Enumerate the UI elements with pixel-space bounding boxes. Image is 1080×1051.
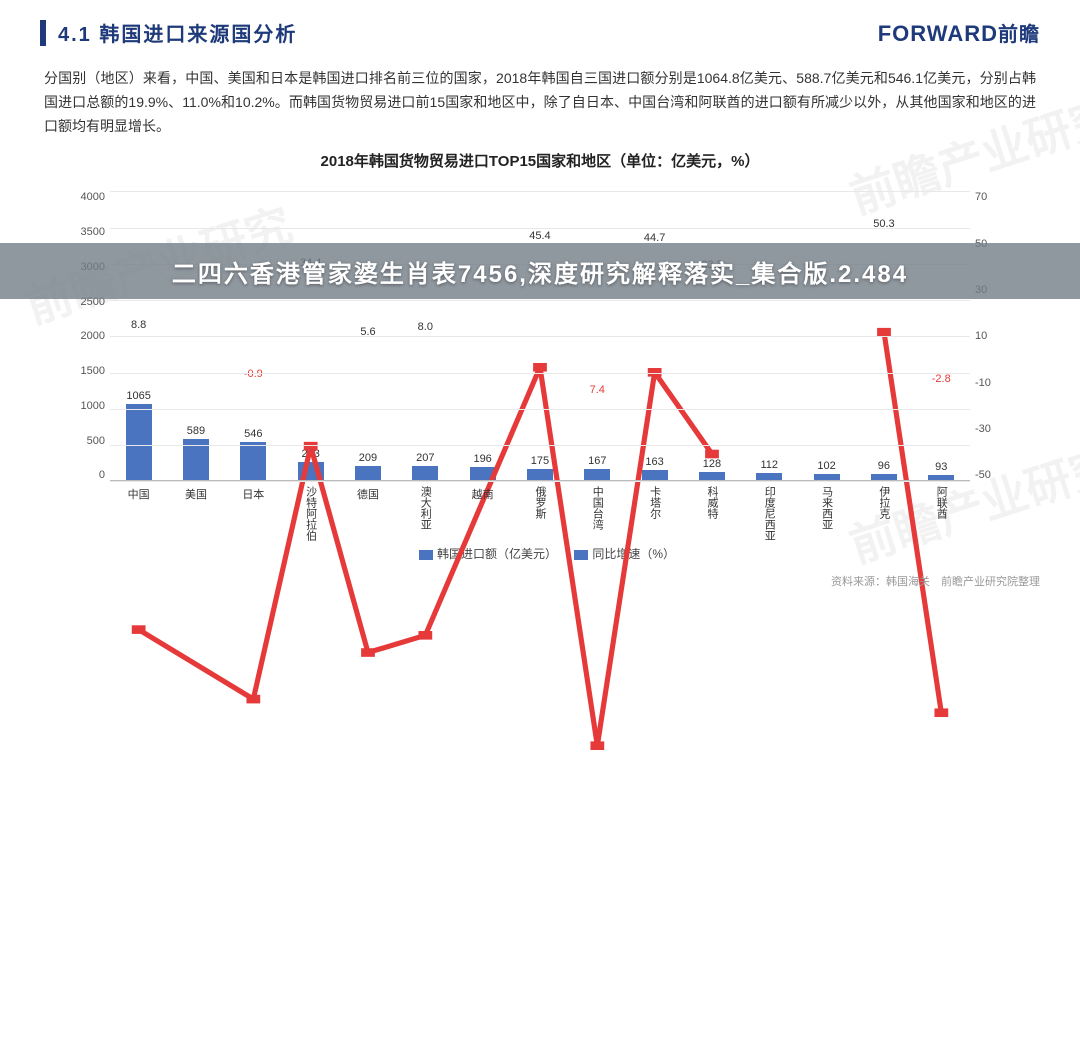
y-right-tick: -50: [975, 469, 991, 481]
bar-value-label: 589: [187, 425, 205, 437]
x-tick-label: 沙特阿拉伯: [282, 486, 339, 541]
bar-value-label: 96: [878, 460, 890, 472]
x-tick-label: 澳大利亚: [397, 486, 454, 541]
section-title-block: 4.1 韩国进口来源国分析: [40, 18, 297, 47]
y-left-tick: 3500: [81, 226, 105, 238]
y-right-tick: -10: [975, 377, 991, 389]
section-title-text: 韩国进口来源国分析: [99, 24, 297, 46]
bar-value-label: 1065: [126, 390, 150, 402]
plot-area: 10658.8589546-0.926334.42095.62078.01961…: [110, 191, 970, 481]
line-value-label: 7.4: [590, 384, 605, 396]
y-left-tick: 2000: [81, 330, 105, 342]
bar: [126, 404, 152, 481]
line-value-label: 45.4: [529, 230, 550, 242]
bar-value-label: 546: [244, 428, 262, 440]
header: 4.1 韩国进口来源国分析 FORWARD前瞻: [0, 0, 1080, 59]
bar-value-label: 209: [359, 452, 377, 464]
y-left-tick: 1000: [81, 400, 105, 412]
bar-value-label: 167: [588, 455, 606, 467]
x-tick-label: 越南: [454, 486, 511, 541]
body-paragraph: 分国别（地区）来看，中国、美国和日本是韩国进口排名前三位的国家，2018年韩国自…: [0, 59, 1080, 144]
bar-value-label: 112: [760, 459, 778, 471]
x-tick-label: 德国: [339, 486, 396, 541]
bar-value-label: 207: [416, 452, 434, 464]
x-tick-label: 日本: [225, 486, 282, 541]
x-tick-label: 卡塔尔: [626, 486, 683, 541]
y-right-tick: -30: [975, 423, 991, 435]
x-tick-label: 中国台湾: [569, 486, 626, 541]
section-title: 4.1 韩国进口来源国分析: [58, 18, 297, 47]
line-value-label: -0.9: [244, 368, 263, 380]
x-tick-label: 印度尼西亚: [741, 486, 798, 541]
y-left-tick: 1500: [81, 365, 105, 377]
source-attribution: 资料来源：韩国海关 前瞻产业研究院整理: [831, 573, 1040, 589]
y-right-tick: 10: [975, 330, 987, 342]
chart-container: 40003500300025002000150010005000 7050301…: [50, 181, 1030, 541]
bar: [412, 466, 438, 481]
y-axis-left: 40003500300025002000150010005000: [55, 191, 105, 481]
y-left-tick: 4000: [81, 191, 105, 203]
line-value-label: 8.8: [131, 319, 146, 331]
bar-value-label: 263: [301, 448, 319, 460]
bar: [240, 442, 266, 482]
bar: [355, 466, 381, 481]
overlay-banner: 二四六香港管家婆生肖表7456,深度研究解释落实_集合版.2.484: [0, 243, 1080, 299]
brand-logo: FORWARD前瞻: [878, 18, 1040, 47]
x-axis-labels: 中国美国日本沙特阿拉伯德国澳大利亚越南俄罗斯中国台湾卡塔尔科威特印度尼西亚马来西…: [110, 486, 970, 541]
legend-swatch-line: [574, 550, 588, 560]
bar-value-label: 163: [645, 456, 663, 468]
bar-value-label: 175: [531, 455, 549, 467]
x-tick-label: 马来西亚: [798, 486, 855, 541]
legend-label-line: 同比增速（%）: [592, 547, 675, 561]
x-tick-label: 俄罗斯: [511, 486, 568, 541]
bar-value-label: 196: [473, 453, 491, 465]
logo-en: FORWARD: [878, 21, 998, 46]
x-tick-label: 科威特: [683, 486, 740, 541]
line-value-label: 8.0: [418, 321, 433, 333]
overlay-text: 二四六香港管家婆生肖表7456,深度研究解释落实_集合版.2.484: [172, 254, 908, 289]
y-left-tick: 500: [87, 435, 105, 447]
x-tick-label: 伊拉克: [855, 486, 912, 541]
legend-swatch-bar: [419, 550, 433, 560]
y-left-tick: 0: [99, 469, 105, 481]
bar: [298, 462, 324, 481]
x-tick-label: 美国: [167, 486, 224, 541]
legend-label-bar: 韩国进口额（亿美元）: [437, 547, 557, 561]
y-right-tick: 70: [975, 191, 987, 203]
title-accent-bar: [40, 20, 46, 46]
line-value-label: -2.8: [932, 373, 951, 385]
bar-value-label: 93: [935, 461, 947, 473]
x-tick-label: 阿联酋: [913, 486, 970, 541]
y-axis-right: 70503010-10-30-50: [975, 191, 1025, 481]
section-number: 4.1: [58, 24, 92, 46]
logo-cn: 前瞻: [998, 24, 1040, 46]
bar-value-label: 128: [703, 458, 721, 470]
bar: [470, 467, 496, 481]
x-tick-label: 中国: [110, 486, 167, 541]
bar-value-label: 102: [817, 460, 835, 472]
